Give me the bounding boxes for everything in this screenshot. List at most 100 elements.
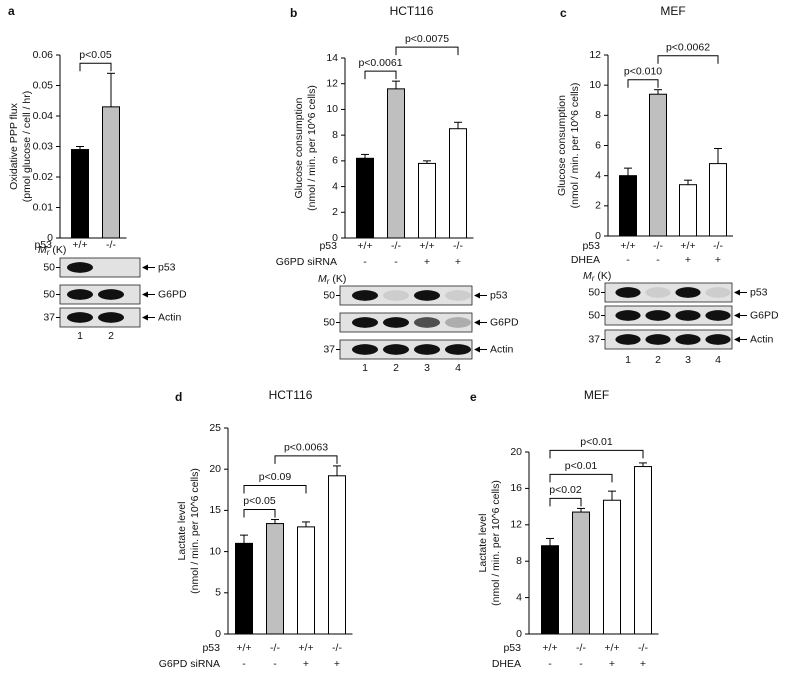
y-tick-label: 12 xyxy=(510,519,522,531)
significance-label: p<0.02 xyxy=(549,484,582,496)
blot-band xyxy=(675,310,701,321)
row-value: -/- xyxy=(391,240,401,252)
row-value: +/+ xyxy=(604,642,619,654)
band-arrow-head xyxy=(734,312,740,319)
band-arrow-head xyxy=(142,264,148,271)
band-label: G6PD xyxy=(158,288,187,300)
row-value: -/- xyxy=(653,240,663,252)
significance-bracket xyxy=(243,508,276,518)
y-tick-label: 0.02 xyxy=(33,171,54,183)
bar xyxy=(387,88,405,239)
error-bar xyxy=(271,518,279,524)
row-value: -/- xyxy=(576,642,586,654)
band-arrow-head xyxy=(734,289,740,296)
mr-symbol: M xyxy=(318,273,327,285)
row-value: - xyxy=(656,254,660,266)
lane-label: 1 xyxy=(77,330,83,342)
error-bar xyxy=(608,490,616,501)
lane-label: 3 xyxy=(685,354,691,366)
row-value: +/+ xyxy=(298,642,313,654)
blot-band xyxy=(645,334,671,345)
band-arrow-head xyxy=(142,314,148,321)
mr-unit: (K) xyxy=(597,270,611,282)
y-tick-label: 15 xyxy=(209,504,221,516)
significance-label: p<0.05 xyxy=(79,49,112,61)
bar xyxy=(449,128,467,239)
bar xyxy=(235,542,253,635)
blot-band xyxy=(97,312,125,323)
error-bar xyxy=(684,179,692,185)
significance-bracket xyxy=(657,55,719,64)
panel-letter: e xyxy=(470,390,477,404)
blot-band xyxy=(351,317,379,328)
lane-label: 2 xyxy=(108,330,114,342)
blot-band xyxy=(382,290,410,301)
blot-band xyxy=(444,344,472,355)
row-value: - xyxy=(548,658,552,670)
y-tick-label: 0 xyxy=(516,628,522,640)
mr-subscript: r xyxy=(47,248,50,257)
significance-bracket xyxy=(274,455,338,464)
blot-band xyxy=(705,310,731,321)
mr-subscript: r xyxy=(592,274,595,283)
row-value: -/- xyxy=(638,642,648,654)
row-label: p53 xyxy=(503,642,521,654)
bar xyxy=(71,149,89,239)
significance-bracket xyxy=(549,497,582,507)
y-tick-label: 10 xyxy=(326,103,338,115)
blot-band xyxy=(66,262,94,273)
lane-label: 1 xyxy=(625,354,631,366)
y-tick-label: 6 xyxy=(595,139,601,151)
blot-band xyxy=(66,312,94,323)
mr-label: Mr (K) xyxy=(318,273,346,286)
row-value: +/+ xyxy=(680,240,695,252)
significance-label: p<0.0075 xyxy=(405,33,449,45)
band-arrow-head xyxy=(734,336,740,343)
mr-unit: (K) xyxy=(332,273,346,285)
y-tick-label: 4 xyxy=(595,169,601,181)
blot-band xyxy=(705,287,731,298)
band-label: G6PD xyxy=(750,309,779,321)
row-value: +/+ xyxy=(620,240,635,252)
y-axis-label: Lactate level xyxy=(176,502,188,561)
significance-bracket xyxy=(395,46,459,56)
row-value: - xyxy=(579,658,583,670)
blot-band xyxy=(382,344,410,355)
y-axis-label: Lactate level xyxy=(477,514,489,573)
y-tick-label: 0.06 xyxy=(33,49,54,61)
error-bar xyxy=(639,462,647,467)
y-axis-label: (pmol glucose / cell / hr) xyxy=(21,91,33,202)
y-axis-label: (nmol / min. per 10^6 cells) xyxy=(569,83,581,209)
bar xyxy=(634,466,652,635)
blot-band xyxy=(351,290,379,301)
significance-label: p<0.010 xyxy=(624,65,662,77)
row-value: + xyxy=(424,256,430,268)
error-bar xyxy=(577,507,585,513)
marker-label: 37 xyxy=(588,333,600,345)
band-label: p53 xyxy=(750,286,768,298)
lane-label: 2 xyxy=(655,354,661,366)
panel-letter: c xyxy=(560,6,567,20)
row-value: +/+ xyxy=(236,642,251,654)
marker-label: 50 xyxy=(43,261,55,273)
bar xyxy=(603,499,621,635)
row-value: - xyxy=(273,658,277,670)
row-value: + xyxy=(303,658,309,670)
lane-label: 2 xyxy=(393,362,399,374)
significance-label: p<0.0062 xyxy=(666,41,710,53)
significance-bracket xyxy=(549,473,613,483)
significance-label: p<0.05 xyxy=(243,495,276,507)
chart-title: HCT116 xyxy=(390,4,434,18)
blot-band xyxy=(444,317,472,328)
marker-label: 37 xyxy=(43,311,55,323)
error-bar xyxy=(76,146,84,150)
error-bar xyxy=(454,121,462,129)
y-tick-label: 0 xyxy=(595,230,601,242)
marker-label: 50 xyxy=(43,288,55,300)
bar xyxy=(709,163,727,237)
bar xyxy=(541,545,559,635)
band-label: Actin xyxy=(490,343,514,355)
band-label: p53 xyxy=(490,289,508,301)
error-bar xyxy=(240,534,248,544)
